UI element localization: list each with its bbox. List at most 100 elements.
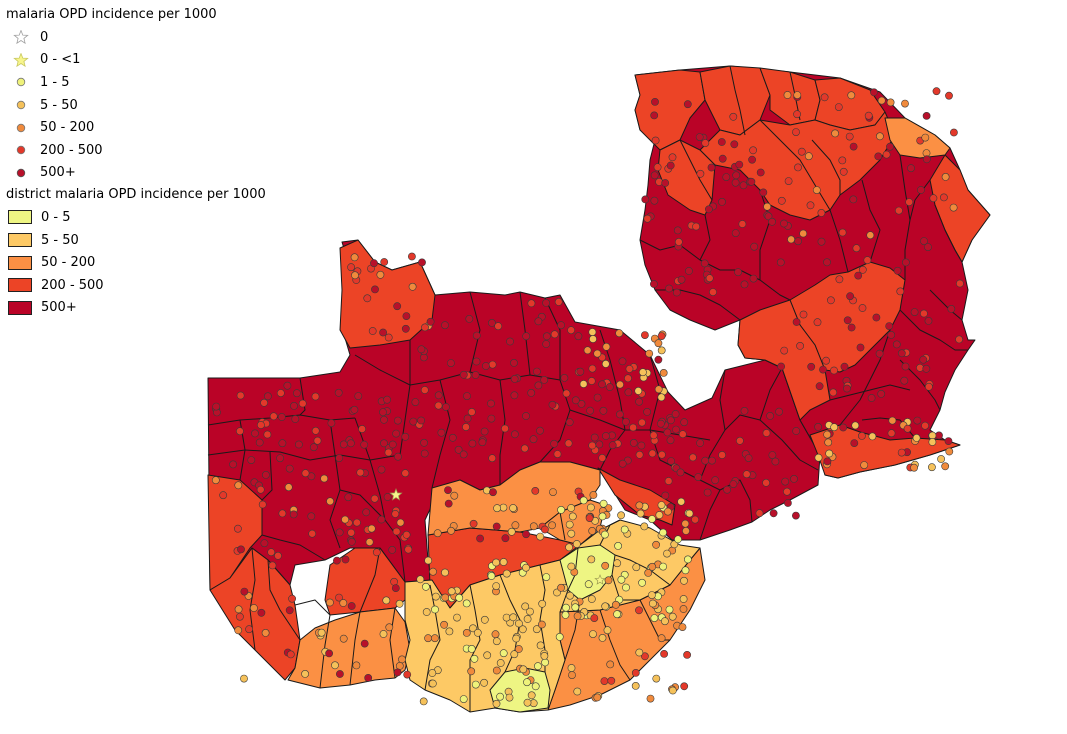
facility-point — [634, 386, 643, 395]
facility-point — [718, 451, 726, 459]
facility-point — [448, 433, 457, 442]
facility-point — [331, 661, 339, 670]
facility-point — [639, 368, 647, 377]
facility-point — [467, 408, 476, 416]
facility-point — [536, 641, 545, 650]
district-border — [431, 379, 451, 489]
facility-point — [258, 500, 267, 509]
facility-point — [682, 527, 690, 535]
district-borders — [207, 65, 968, 712]
facility-point — [398, 655, 406, 664]
facility-point — [567, 504, 575, 512]
facility-point — [681, 519, 690, 528]
facility-point — [480, 427, 489, 436]
facility-point — [661, 179, 670, 187]
facility-point — [793, 91, 802, 99]
facility-point — [740, 280, 749, 289]
facility-point — [672, 288, 681, 297]
facility-point — [515, 619, 523, 628]
facility-point — [771, 457, 780, 466]
facility-point — [568, 512, 577, 521]
facility-point — [462, 629, 471, 637]
facility-point — [391, 584, 400, 592]
district-legend-item: 5 - 50 — [6, 229, 266, 252]
facility-point — [362, 508, 371, 517]
facility-point — [561, 611, 570, 619]
facility-point — [829, 388, 838, 397]
facility-point — [568, 671, 576, 679]
facility-point — [700, 259, 709, 268]
facility-point — [276, 389, 285, 397]
facility-point — [211, 476, 220, 485]
facility-point — [882, 150, 891, 159]
district-border — [424, 584, 441, 691]
district-polygon — [404, 519, 701, 713]
points-legend-item: 5 - 50 — [6, 94, 266, 117]
facility-point — [665, 605, 674, 614]
facility-point — [944, 437, 953, 445]
facility-point — [654, 385, 663, 394]
facility-point — [629, 423, 637, 432]
facility-point — [536, 532, 545, 541]
facility-point — [383, 395, 391, 404]
facility-point — [404, 545, 413, 554]
facility-point — [792, 318, 801, 326]
facility-point — [463, 414, 472, 423]
facility-point — [850, 439, 859, 447]
facility-point — [636, 509, 645, 518]
facility-point — [783, 91, 792, 99]
facility-point — [447, 587, 456, 596]
facility-point — [604, 576, 613, 585]
facility-point — [380, 415, 388, 424]
facility-point — [616, 380, 624, 389]
facility-point — [384, 333, 393, 342]
district-polygon — [597, 467, 676, 526]
facility-point — [327, 419, 336, 427]
facility-point — [847, 323, 856, 332]
district-border — [359, 547, 381, 613]
facility-point — [680, 682, 689, 691]
district-border — [639, 239, 681, 251]
facility-point — [650, 196, 659, 205]
facility-point — [395, 662, 404, 670]
facility-point — [897, 349, 906, 358]
facility-point — [481, 362, 490, 370]
facility-point — [562, 603, 570, 612]
circle-marker-icon — [16, 123, 26, 132]
facility-point — [507, 527, 516, 536]
facility-point — [284, 483, 293, 492]
facility-point — [467, 645, 476, 653]
facility-point — [350, 253, 359, 262]
facility-point — [394, 452, 402, 461]
facility-point — [813, 318, 822, 327]
facility-point — [723, 485, 731, 494]
facility-point — [520, 444, 529, 453]
facility-point — [380, 258, 389, 266]
facility-point — [286, 650, 295, 659]
facility-point — [679, 605, 688, 613]
facility-point — [509, 613, 518, 622]
facility-point — [260, 398, 268, 407]
facility-point — [459, 450, 468, 459]
facility-point — [593, 393, 602, 402]
district-border — [261, 534, 326, 561]
facility-point — [665, 284, 673, 293]
facility-point — [565, 543, 573, 552]
facility-point — [744, 454, 753, 462]
facility-point — [834, 103, 843, 111]
facility-point — [249, 604, 258, 612]
star-marker-icon — [13, 52, 29, 67]
facility-point — [694, 473, 703, 481]
facility-point — [901, 99, 909, 108]
facility-point — [420, 449, 429, 458]
facility-point — [542, 573, 551, 581]
facility-point — [587, 377, 596, 385]
district-border — [829, 384, 911, 401]
facility-point — [913, 416, 922, 425]
district-border — [861, 179, 881, 263]
facility-point — [613, 559, 622, 568]
points-legend-item: 200 - 500 — [6, 139, 266, 162]
facility-point — [472, 357, 481, 366]
facility-point — [650, 171, 659, 180]
facility-point — [666, 436, 675, 445]
